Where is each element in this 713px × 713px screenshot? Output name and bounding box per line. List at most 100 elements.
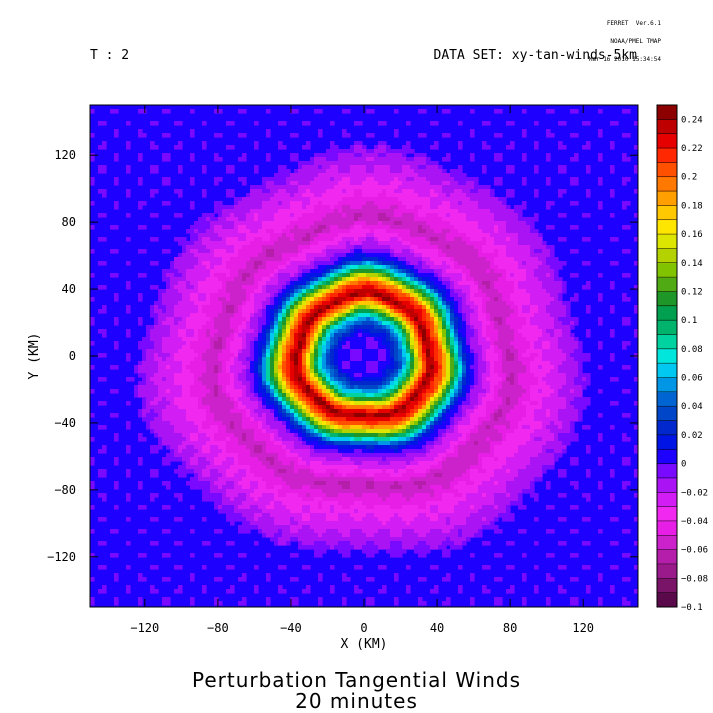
heatmap-cell <box>174 317 179 322</box>
heatmap-cell <box>322 197 327 202</box>
heatmap-cell <box>526 265 531 270</box>
heatmap-cell <box>310 253 315 258</box>
heatmap-cell <box>454 229 459 234</box>
heatmap-cell <box>286 293 291 298</box>
heatmap-cell <box>394 221 399 226</box>
heatmap-cell <box>482 121 487 126</box>
heatmap-cell <box>306 233 311 238</box>
heatmap-cell <box>206 269 211 274</box>
heatmap-cell <box>302 193 307 198</box>
heatmap-cell <box>306 293 311 298</box>
heatmap-cell <box>418 185 423 190</box>
heatmap-cell <box>518 205 523 210</box>
heatmap-cell <box>206 241 211 246</box>
heatmap-cell <box>414 261 419 266</box>
heatmap-cell <box>478 285 483 290</box>
heatmap-cell <box>450 281 455 286</box>
heatmap-cell <box>242 145 247 150</box>
heatmap-cell <box>394 341 399 346</box>
heatmap-cell <box>506 265 511 270</box>
heatmap-cell <box>362 341 367 346</box>
heatmap-cell <box>270 325 275 330</box>
heatmap-cell <box>598 189 603 194</box>
heatmap-cell <box>102 165 107 170</box>
heatmap-cell <box>626 317 631 322</box>
heatmap-cell <box>214 289 219 294</box>
heatmap-cell <box>338 265 343 270</box>
heatmap-cell <box>258 269 263 274</box>
heatmap-cell <box>302 301 307 306</box>
heatmap-cell <box>246 321 251 326</box>
heatmap-cell <box>454 337 459 342</box>
heatmap-cell <box>394 237 399 242</box>
heatmap-cell <box>554 301 559 306</box>
heatmap-cell <box>194 321 199 326</box>
heatmap-cell <box>418 133 423 138</box>
heatmap-cell <box>390 309 395 314</box>
heatmap-cell <box>218 121 223 126</box>
heatmap-cell <box>178 153 183 158</box>
heatmap-cell <box>214 309 219 314</box>
heatmap-cell <box>362 329 367 334</box>
heatmap-cell <box>362 245 367 250</box>
heatmap-cell <box>434 121 439 126</box>
heatmap-cell <box>282 217 287 222</box>
heatmap-cell <box>486 269 491 274</box>
heatmap-cell <box>426 161 431 166</box>
heatmap-cell <box>242 229 247 234</box>
heatmap-cell <box>202 241 207 246</box>
heatmap-cell <box>318 297 323 302</box>
heatmap-cell <box>506 225 511 230</box>
heatmap-cell <box>402 145 407 150</box>
heatmap-cell <box>410 157 415 162</box>
heatmap-cell <box>398 329 403 334</box>
heatmap-cell <box>514 221 519 226</box>
heatmap-cell <box>102 201 107 206</box>
heatmap-cell <box>178 213 183 218</box>
heatmap-cell <box>382 341 387 346</box>
heatmap-cell <box>150 273 155 278</box>
heatmap-cell <box>310 325 315 330</box>
heatmap-cell <box>282 121 287 126</box>
heatmap-cell <box>206 337 211 342</box>
heatmap-cell <box>438 265 443 270</box>
heatmap-cell <box>598 281 603 286</box>
heatmap-cell <box>266 341 271 346</box>
heatmap-cell <box>510 293 515 298</box>
heatmap-cell <box>242 233 247 238</box>
heatmap-cell <box>410 305 415 310</box>
heatmap-cell <box>410 317 415 322</box>
heatmap-cell <box>322 181 327 186</box>
heatmap-cell <box>470 293 475 298</box>
heatmap-cell <box>98 317 103 322</box>
heatmap-cell <box>270 333 275 338</box>
heatmap-cell <box>510 229 515 234</box>
heatmap-cell <box>358 193 363 198</box>
heatmap-cell <box>490 329 495 334</box>
heatmap-cell <box>522 337 527 342</box>
heatmap-cell <box>338 241 343 246</box>
heatmap-cell <box>230 153 235 158</box>
heatmap-cell <box>434 161 439 166</box>
heatmap-cell <box>586 169 591 174</box>
heatmap-cell <box>450 313 455 318</box>
heatmap-cell <box>446 121 451 126</box>
heatmap-cell <box>170 281 175 286</box>
heatmap-cell <box>386 325 391 330</box>
heatmap-cell <box>394 185 399 190</box>
heatmap-cell <box>266 205 271 210</box>
heatmap-cell <box>502 233 507 238</box>
heatmap-cell <box>402 313 407 318</box>
heatmap-cell <box>474 185 479 190</box>
heatmap-cell <box>518 309 523 314</box>
heatmap-cell <box>426 301 431 306</box>
heatmap-cell <box>218 237 223 242</box>
heatmap-cell <box>386 169 391 174</box>
heatmap-cell <box>278 169 283 174</box>
heatmap-cell <box>282 341 287 346</box>
heatmap-cell <box>474 341 479 346</box>
heatmap-cell <box>462 257 467 262</box>
heatmap-cell <box>362 281 367 286</box>
heatmap-cell <box>394 229 399 234</box>
heatmap-cell <box>306 109 311 114</box>
